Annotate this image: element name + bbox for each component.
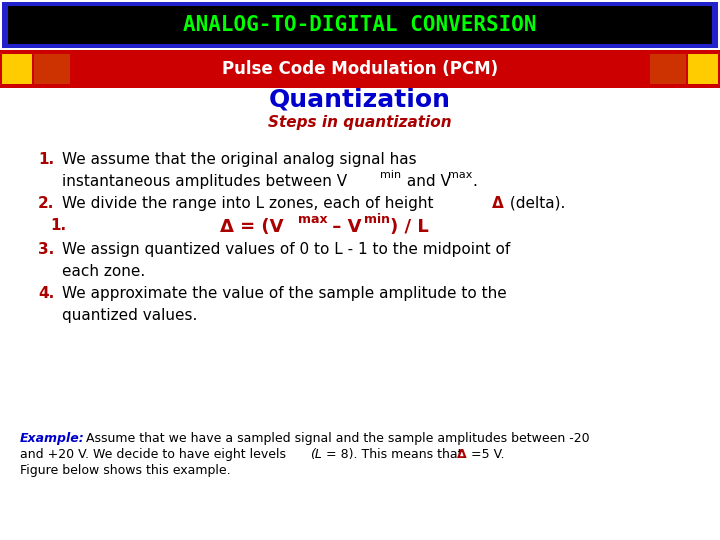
Bar: [688, 54, 718, 84]
Text: max: max: [448, 170, 472, 180]
Text: We approximate the value of the sample amplitude to the: We approximate the value of the sample a…: [62, 286, 507, 301]
Text: ) / L: ) / L: [390, 218, 428, 236]
Text: instantaneous amplitudes between V: instantaneous amplitudes between V: [62, 174, 347, 189]
Text: Pulse Code Modulation (PCM): Pulse Code Modulation (PCM): [222, 60, 498, 78]
Text: Figure below shows this example.: Figure below shows this example.: [20, 464, 230, 477]
Bar: [2, 2, 718, 48]
Text: 1.: 1.: [50, 218, 66, 233]
Text: – V: – V: [326, 218, 361, 236]
Text: Δ: Δ: [457, 448, 467, 461]
Text: and +20 V. We decide to have eight levels: and +20 V. We decide to have eight level…: [20, 448, 290, 461]
Text: Example:: Example:: [20, 432, 85, 445]
Text: 1.: 1.: [38, 152, 54, 167]
Text: min: min: [380, 170, 401, 180]
Bar: [8, 6, 712, 44]
Text: Assume that we have a sampled signal and the sample amplitudes between -20: Assume that we have a sampled signal and…: [82, 432, 590, 445]
Text: ANALOG-TO-DIGITAL CONVERSION: ANALOG-TO-DIGITAL CONVERSION: [184, 15, 536, 35]
Bar: [650, 54, 686, 84]
Bar: [34, 54, 70, 84]
Text: 4.: 4.: [38, 286, 54, 301]
Text: (L: (L: [310, 448, 322, 461]
Bar: [0, 50, 720, 88]
Text: We divide the range into L zones, each of height: We divide the range into L zones, each o…: [62, 196, 438, 211]
Text: min: min: [364, 213, 390, 226]
Text: We assume that the original analog signal has: We assume that the original analog signa…: [62, 152, 417, 167]
Text: We assign quantized values of 0 to L - 1 to the midpoint of: We assign quantized values of 0 to L - 1…: [62, 242, 510, 257]
Text: each zone.: each zone.: [62, 264, 145, 279]
Text: = 8). This means that: = 8). This means that: [322, 448, 467, 461]
Text: 2.: 2.: [38, 196, 55, 211]
Text: max: max: [298, 213, 328, 226]
Text: .: .: [472, 174, 477, 189]
Text: Δ: Δ: [492, 196, 504, 211]
Text: Quantization: Quantization: [269, 88, 451, 112]
Text: 3.: 3.: [38, 242, 54, 257]
Text: =5 V.: =5 V.: [467, 448, 505, 461]
Text: (delta).: (delta).: [505, 196, 565, 211]
Text: Δ = (V: Δ = (V: [220, 218, 284, 236]
Text: Steps in quantization: Steps in quantization: [268, 114, 452, 130]
Bar: [2, 54, 32, 84]
Text: and V: and V: [402, 174, 451, 189]
Text: quantized values.: quantized values.: [62, 308, 197, 323]
